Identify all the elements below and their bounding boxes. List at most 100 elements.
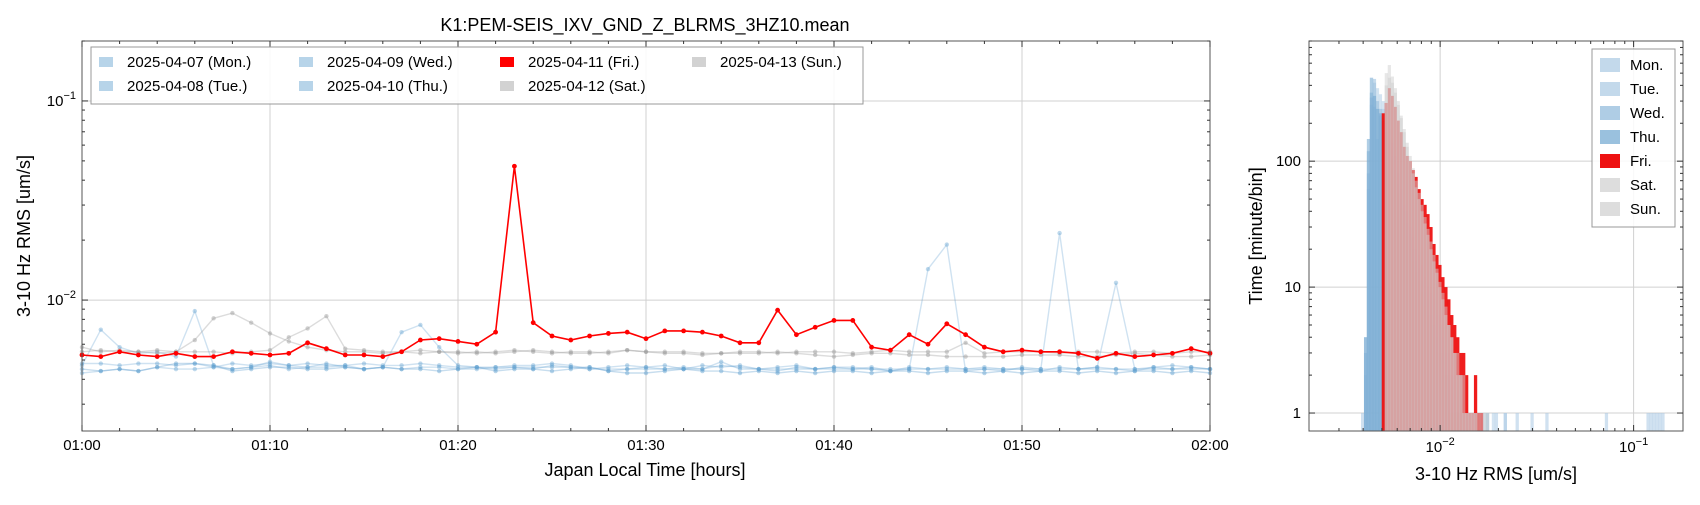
histogram-bar <box>1375 108 1380 432</box>
histogram-bar <box>1441 292 1445 431</box>
timeseries-x-tick-label: 01:00 <box>63 437 101 454</box>
timeseries-point <box>380 363 385 368</box>
timeseries-point <box>361 366 367 372</box>
timeseries-point <box>944 354 949 359</box>
timeseries-point <box>549 361 555 366</box>
timeseries-point <box>1170 370 1175 376</box>
histogram-legend-label: Tue. <box>1630 81 1659 98</box>
timeseries-point <box>775 307 780 313</box>
timeseries-point <box>831 349 837 354</box>
timeseries-point <box>1113 280 1119 286</box>
timeseries-point <box>98 349 104 354</box>
timeseries-point <box>1038 368 1044 374</box>
timeseries-point <box>982 366 987 372</box>
timeseries-point <box>662 368 667 374</box>
timeseries-point <box>813 370 818 376</box>
timeseries-point <box>249 363 254 368</box>
timeseries-point <box>813 366 818 372</box>
histogram-bars <box>1361 65 1665 432</box>
timeseries-line <box>81 309 1211 372</box>
histogram-bar <box>1417 192 1421 431</box>
histogram-bar <box>1462 375 1466 431</box>
histogram-bar <box>1393 88 1397 432</box>
timeseries-point <box>606 331 611 336</box>
histogram-bar <box>1485 413 1490 431</box>
timeseries-point <box>399 349 404 355</box>
timeseries-point <box>1057 230 1062 236</box>
timeseries-point <box>380 351 385 356</box>
timeseries-legend-label: 2025-04-12 (Sat.) <box>528 78 646 95</box>
timeseries-point <box>324 361 329 366</box>
timeseries-legend-item: 2025-04-11 (Fri.) <box>500 54 639 71</box>
timeseries-point <box>531 366 536 372</box>
histogram-bar <box>1655 413 1659 431</box>
timeseries-point <box>963 354 968 359</box>
timeseries-point <box>455 349 461 354</box>
timeseries-point <box>418 361 423 366</box>
timeseries-point <box>211 365 216 370</box>
histogram-y-tick-label: 100 <box>1276 153 1301 170</box>
histogram-bar <box>1479 413 1484 431</box>
timeseries-point <box>455 351 461 356</box>
histogram-bar <box>1447 325 1451 431</box>
timeseries-point <box>643 366 649 372</box>
timeseries-point <box>662 366 667 372</box>
timeseries-point <box>888 368 893 374</box>
timeseries-point <box>192 366 197 372</box>
histogram-legend-swatch <box>1600 178 1620 192</box>
histogram-bar <box>1465 413 1469 431</box>
timeseries-point <box>982 344 987 350</box>
timeseries-point <box>587 366 592 372</box>
timeseries-point <box>512 349 517 354</box>
timeseries-point <box>1170 350 1175 356</box>
timeseries-point <box>681 366 686 372</box>
timeseries-point <box>1019 352 1025 358</box>
timeseries-point <box>1132 349 1138 354</box>
timeseries-point <box>737 365 743 370</box>
timeseries-point <box>568 365 573 370</box>
histogram-legend-swatch <box>1600 130 1620 144</box>
timeseries-point <box>907 366 912 372</box>
timeseries-legend-item: 2025-04-09 (Wed.) <box>299 54 453 71</box>
timeseries-point <box>324 363 329 368</box>
timeseries-point <box>719 351 724 356</box>
timeseries-point <box>249 366 254 372</box>
timeseries-point <box>230 349 235 355</box>
histogram-x-tick-label: 10−2 <box>1426 436 1455 456</box>
timeseries-x-tick-label: 01:40 <box>815 437 853 454</box>
timeseries-point <box>1189 366 1194 372</box>
histogram-bar <box>1491 413 1496 431</box>
histogram-bar <box>1530 413 1534 431</box>
timeseries-point <box>756 366 761 372</box>
timeseries-point <box>850 368 855 374</box>
timeseries-point <box>662 366 667 372</box>
histogram-legend-swatch <box>1600 202 1620 216</box>
timeseries-point <box>399 329 404 335</box>
timeseries-point <box>1076 354 1081 359</box>
timeseries-point <box>700 368 705 374</box>
timeseries-point <box>1019 366 1025 372</box>
histogram-bar <box>1652 413 1656 431</box>
timeseries-point <box>1076 366 1081 372</box>
timeseries-point <box>587 333 592 339</box>
timeseries-x-tick-label: 01:20 <box>439 437 477 454</box>
timeseries-point <box>455 365 461 370</box>
histogram-bar <box>1414 180 1418 431</box>
timeseries-point <box>794 363 799 368</box>
timeseries-point <box>888 368 893 374</box>
histogram-bar <box>1384 73 1389 431</box>
timeseries-point <box>831 366 837 372</box>
histogram-series-6 <box>1384 65 1478 432</box>
timeseries-point <box>869 344 874 350</box>
timeseries-point <box>925 341 931 347</box>
timeseries-point <box>418 351 423 356</box>
timeseries-point <box>117 366 122 372</box>
timeseries-point <box>963 366 968 372</box>
timeseries-point <box>418 365 423 370</box>
timeseries-line <box>81 315 1211 358</box>
timeseries-point <box>756 366 761 372</box>
timeseries-point <box>117 366 122 372</box>
timeseries-point <box>1001 368 1006 374</box>
timeseries-point <box>249 320 254 325</box>
timeseries-point <box>512 365 517 370</box>
